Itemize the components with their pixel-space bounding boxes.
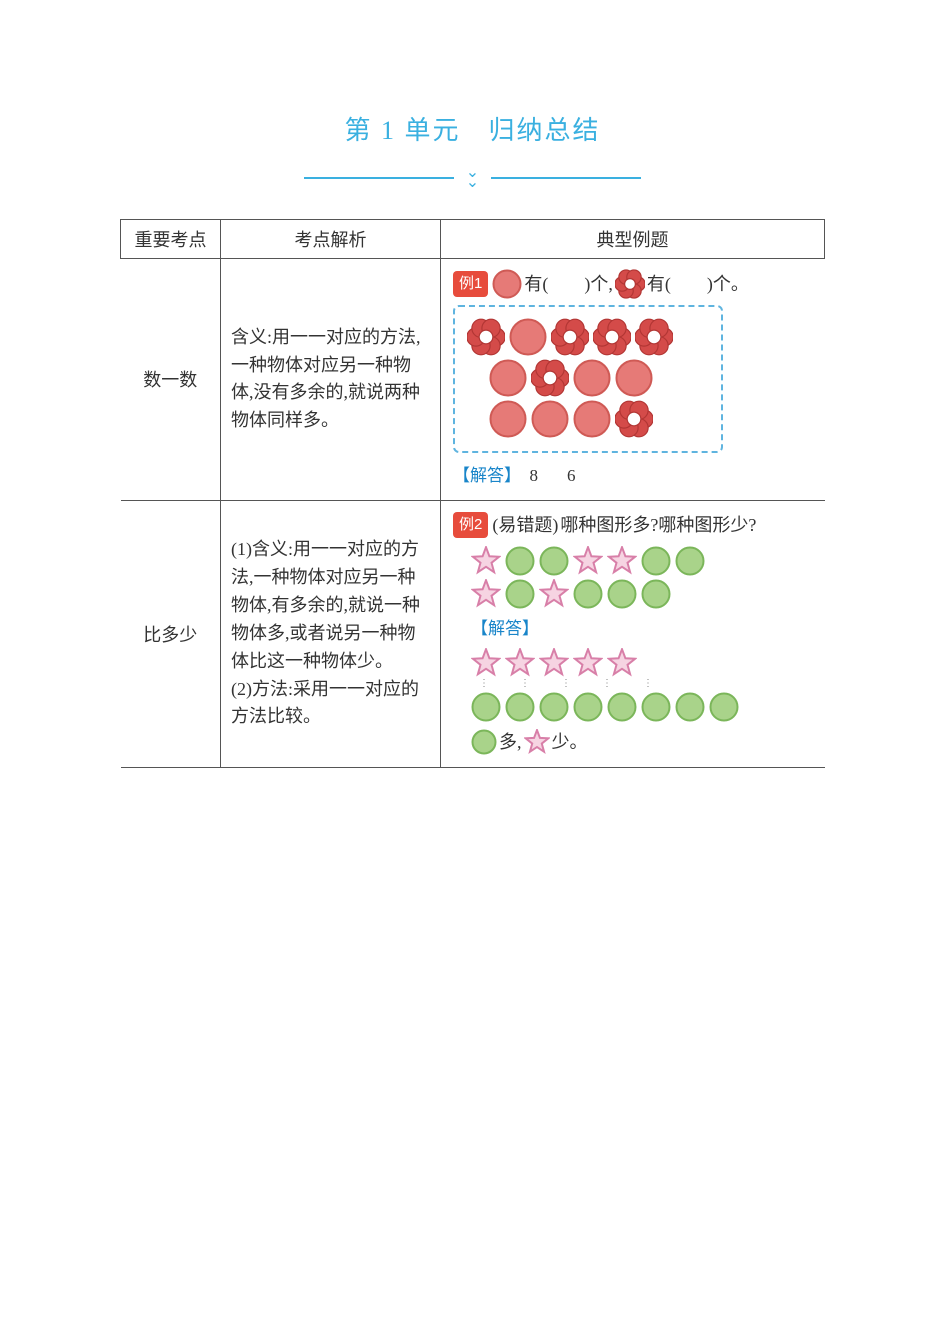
- topic-cell: 数一数: [121, 259, 221, 501]
- shape-row: [471, 579, 815, 609]
- header-analysis: 考点解析: [221, 220, 441, 259]
- analysis-text: (1)含义:用一一对应的方法,一种物体对应另一种物体,有多余的,就说一种物体多,…: [231, 536, 430, 731]
- page-title: 第 1 单元 归纳总结: [120, 110, 825, 147]
- table-row: 数一数 含义:用一一对应的方法,一种物体对应另一种物体,没有多余的,就说两种物体…: [121, 259, 825, 501]
- example-cell: 例1 有( )个, 有( )个。 【解答】: [441, 259, 825, 501]
- example-cell: 例2 (易错题) 哪种图形多?哪种图形少? 【解答】: [441, 500, 825, 767]
- correspondence-dots: ⋮⋮⋮⋮⋮: [479, 679, 815, 689]
- given-shapes: [471, 546, 815, 609]
- question-hint: (易错题): [492, 511, 558, 540]
- analysis-text: 含义:用一一对应的方法,一种物体对应另一种物体,没有多余的,就说两种物体同样多。: [231, 324, 430, 436]
- question-part: 有( )个。: [647, 270, 749, 299]
- topic-cell: 比多少: [121, 500, 221, 767]
- sorted-greens-row: [471, 692, 815, 722]
- analysis-cell: (1)含义:用一一对应的方法,一种物体对应另一种物体,有多余的,就说一种物体多,…: [221, 500, 441, 767]
- conclusion-less: 少。: [552, 728, 588, 757]
- shape-row: [471, 546, 815, 576]
- flower-inline-icon: [615, 269, 645, 299]
- example-badge: 例2: [453, 512, 488, 538]
- divider-chevron: ⌄⌄: [466, 165, 479, 191]
- sorted-stars-row: [471, 648, 815, 678]
- table-row: 比多少 (1)含义:用一一对应的方法,一种物体对应另一种物体,有多余的,就说一种…: [121, 500, 825, 767]
- example-question: 例2 (易错题) 哪种图形多?哪种图形少?: [453, 511, 815, 540]
- star-icon: [524, 729, 550, 755]
- shape-row: [467, 318, 709, 356]
- shapes-box: [453, 305, 723, 453]
- answer-value: 8 6: [530, 466, 582, 485]
- example-question: 例1 有( )个, 有( )个。: [453, 269, 815, 299]
- summary-table: 重要考点 考点解析 典型例题 数一数 含义:用一一对应的方法,一种物体对应另一种…: [120, 219, 825, 768]
- question-part: 有( )个,: [524, 270, 613, 299]
- answer-label: 【解答】: [453, 466, 521, 485]
- example-badge: 例1: [453, 271, 488, 297]
- shape-row: [489, 359, 709, 397]
- divider-line-left: [304, 177, 454, 179]
- analysis-cell: 含义:用一一对应的方法,一种物体对应另一种物体,没有多余的,就说两种物体同样多。: [221, 259, 441, 501]
- conclusion: 多, 少。: [471, 728, 815, 757]
- green-circle-icon: [471, 729, 497, 755]
- page: 第 1 单元 归纳总结 ⌄⌄ 重要考点 考点解析 典型例题 数一数 含义:用一一…: [0, 0, 945, 828]
- answer-label: 【解答】: [471, 615, 815, 642]
- question-text: 哪种图形多?哪种图形少?: [560, 511, 756, 540]
- header-topic: 重要考点: [121, 220, 221, 259]
- circle-inline-icon: [492, 269, 522, 299]
- divider-line-right: [491, 177, 641, 179]
- conclusion-more: 多,: [499, 728, 522, 757]
- answer-line: 【解答】 8 6: [453, 461, 815, 490]
- divider: ⌄⌄: [120, 165, 825, 191]
- header-example: 典型例题: [441, 220, 825, 259]
- shape-row: [489, 400, 709, 438]
